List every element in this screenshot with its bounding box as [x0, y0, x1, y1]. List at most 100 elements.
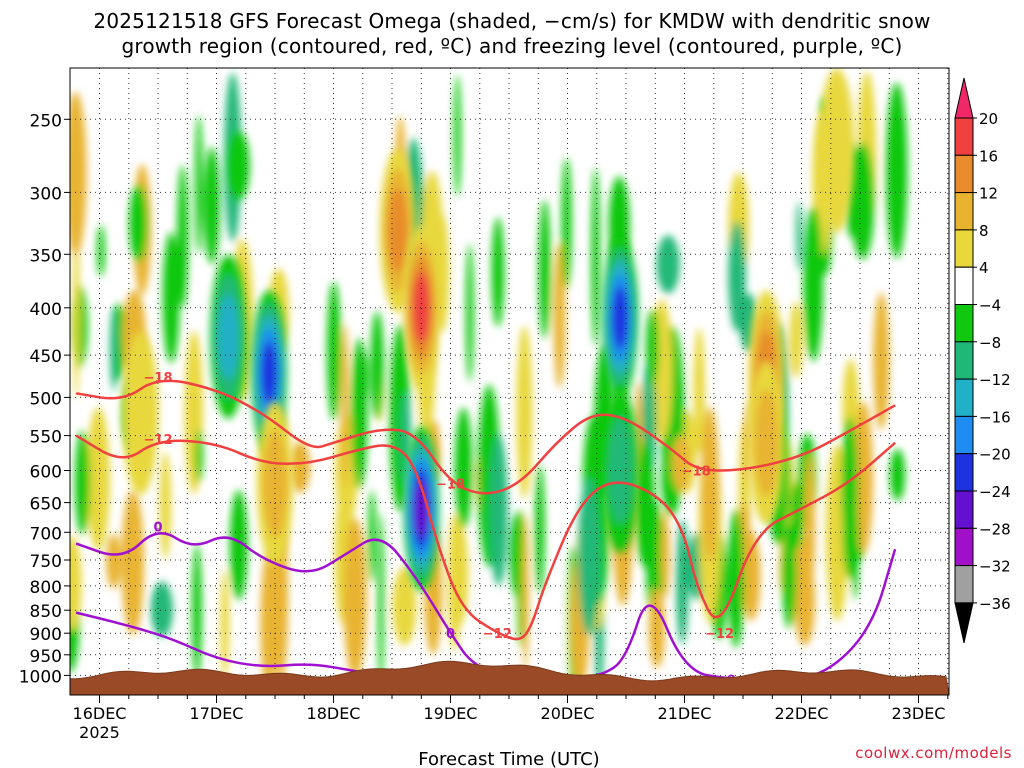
axes: 250 300 350 400 450 500 550 600 650 700 750 800 850 9…	[19, 111, 949, 742]
colorbar-label: −8	[979, 334, 1001, 352]
omega-core-level	[218, 294, 239, 379]
x-tick-label: 17DEC	[190, 704, 244, 723]
omega-cell	[72, 217, 80, 400]
colorbar-label: −36	[979, 595, 1011, 613]
omega-cell	[553, 243, 566, 389]
omega-cell	[453, 75, 461, 198]
colorbar-bin	[954, 415, 974, 455]
omega-cell	[790, 482, 804, 550]
omega-cell	[70, 91, 87, 257]
colorbar-label: −32	[979, 558, 1011, 576]
omega-core	[403, 225, 440, 390]
omega-cell	[854, 401, 873, 554]
x-tick-label: 19DEC	[424, 704, 478, 723]
contour-label: −12	[705, 627, 734, 642]
contour-label: 0	[153, 521, 162, 536]
omega-cell	[164, 267, 175, 352]
omega-cell	[727, 509, 745, 648]
y-tick-label: 900	[30, 625, 62, 645]
omega-cell	[377, 512, 384, 691]
ground-fill	[69, 660, 950, 696]
omega-cell	[693, 328, 705, 454]
omega-core-level	[612, 286, 628, 349]
contour-line	[75, 611, 358, 673]
omega-cell	[447, 513, 461, 652]
omega-cell	[368, 490, 376, 583]
contour-line	[75, 434, 896, 641]
colorbar-bin	[954, 378, 974, 417]
omega-cell	[521, 513, 529, 670]
omega-cell	[516, 325, 533, 499]
omega-cell	[150, 581, 173, 638]
omega-cell	[195, 114, 203, 254]
chart-title-line2: growth region (contoured, red, ºC) and f…	[121, 34, 903, 58]
colorbar-top-arrow	[954, 77, 974, 119]
y-tick-label: 400	[30, 300, 62, 320]
colorbar-label: 4	[979, 259, 989, 277]
omega-cell	[660, 510, 670, 600]
x-axis-label: Forecast Time (UTC)	[418, 749, 599, 768]
y-tick-label: 850	[30, 602, 62, 622]
contour-line	[75, 379, 896, 495]
contour-label: −18	[144, 371, 173, 386]
terrain-ground	[69, 660, 950, 696]
omega-cell	[226, 130, 250, 202]
omega-cell	[195, 429, 204, 483]
omega-cell	[192, 544, 202, 679]
omega-core-level	[122, 331, 159, 496]
omega-cell	[579, 495, 589, 594]
omega-cell	[121, 489, 144, 636]
y-tick-label: 650	[30, 495, 62, 515]
colorbar-bin	[954, 154, 974, 194]
omega-cell	[671, 435, 690, 492]
colorbar-bin	[954, 565, 974, 604]
omega-cell	[676, 519, 689, 645]
colorbar-bin	[954, 117, 974, 156]
colorbar-label: −28	[979, 520, 1011, 538]
colorbar-bin	[954, 527, 974, 567]
x-year-label: 2025	[79, 723, 120, 742]
omega-cell	[538, 199, 551, 339]
omega-core	[403, 426, 440, 591]
colorbar-bin	[954, 341, 974, 380]
colorbar-label: 16	[979, 147, 998, 165]
omega-cell	[656, 235, 680, 294]
contour-label: −18	[436, 478, 465, 493]
omega-cell	[106, 534, 122, 589]
omega-cell	[648, 587, 666, 668]
colorbar-bin	[954, 490, 974, 529]
omega-cell	[489, 434, 508, 586]
omega-cell	[646, 308, 659, 387]
omega-cell	[110, 307, 118, 391]
omega-cell	[97, 225, 105, 277]
colorbar-bin	[954, 229, 974, 268]
omega-core	[210, 254, 247, 419]
omega-cell	[803, 206, 824, 362]
omega-cell	[86, 407, 110, 551]
x-tick-label: 23DEC	[892, 704, 946, 723]
omega-cell	[289, 441, 311, 493]
omega-cell	[886, 82, 908, 259]
x-tick-label: 16DEC	[73, 704, 127, 723]
omega-cell	[873, 292, 890, 430]
omega-cell	[260, 551, 277, 693]
omega-core-level	[387, 188, 408, 273]
colorbar-bin	[954, 304, 974, 343]
colorbar-bin	[954, 266, 974, 306]
omega-cell	[370, 311, 384, 420]
omega-cell	[889, 448, 906, 501]
omega-cell	[782, 524, 797, 629]
y-tick-label: 500	[30, 389, 62, 409]
x-tick-label: 21DEC	[658, 704, 712, 723]
y-tick-label: 450	[30, 347, 62, 367]
omega-cell	[327, 281, 341, 421]
y-tick-label: 600	[30, 463, 62, 483]
colorbar-bin	[954, 192, 974, 231]
y-tick-label: 800	[30, 578, 62, 598]
y-tick-label: 550	[30, 428, 62, 448]
omega-cell	[159, 452, 171, 559]
colorbar-label: 12	[979, 185, 998, 203]
omega-core-level	[261, 341, 277, 404]
x-tick-label: 22DEC	[775, 704, 829, 723]
